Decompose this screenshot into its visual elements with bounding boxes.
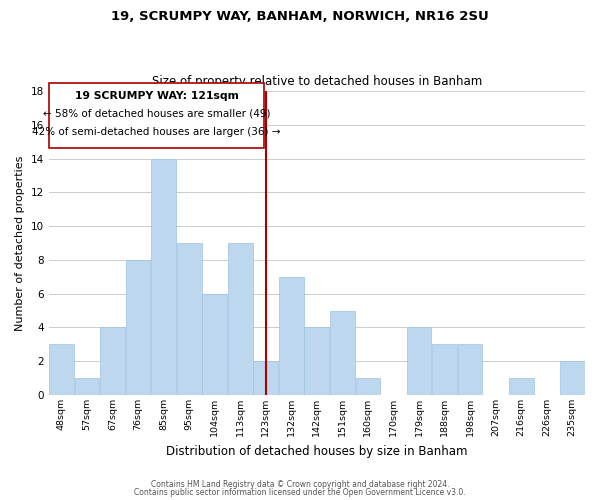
Bar xyxy=(228,243,253,395)
Bar xyxy=(560,361,584,395)
Bar xyxy=(356,378,380,395)
Bar xyxy=(151,158,176,395)
Bar xyxy=(100,328,125,395)
Bar xyxy=(125,260,151,395)
Text: Contains HM Land Registry data © Crown copyright and database right 2024.: Contains HM Land Registry data © Crown c… xyxy=(151,480,449,489)
Bar xyxy=(432,344,457,395)
Bar xyxy=(177,243,202,395)
Bar xyxy=(407,328,431,395)
Y-axis label: Number of detached properties: Number of detached properties xyxy=(15,156,25,330)
FancyBboxPatch shape xyxy=(49,84,264,148)
Bar xyxy=(202,294,227,395)
Bar xyxy=(458,344,482,395)
Bar xyxy=(74,378,100,395)
Bar xyxy=(509,378,533,395)
Text: Contains public sector information licensed under the Open Government Licence v3: Contains public sector information licen… xyxy=(134,488,466,497)
Text: 19, SCRUMPY WAY, BANHAM, NORWICH, NR16 2SU: 19, SCRUMPY WAY, BANHAM, NORWICH, NR16 2… xyxy=(111,10,489,23)
Bar xyxy=(279,277,304,395)
Bar xyxy=(49,344,74,395)
Text: 19 SCRUMPY WAY: 121sqm: 19 SCRUMPY WAY: 121sqm xyxy=(74,91,238,101)
Bar xyxy=(330,310,355,395)
Bar xyxy=(253,361,278,395)
Text: ← 58% of detached houses are smaller (49): ← 58% of detached houses are smaller (49… xyxy=(43,108,270,118)
X-axis label: Distribution of detached houses by size in Banham: Distribution of detached houses by size … xyxy=(166,444,467,458)
Text: 42% of semi-detached houses are larger (36) →: 42% of semi-detached houses are larger (… xyxy=(32,128,281,138)
Bar xyxy=(304,328,329,395)
Title: Size of property relative to detached houses in Banham: Size of property relative to detached ho… xyxy=(152,76,482,88)
